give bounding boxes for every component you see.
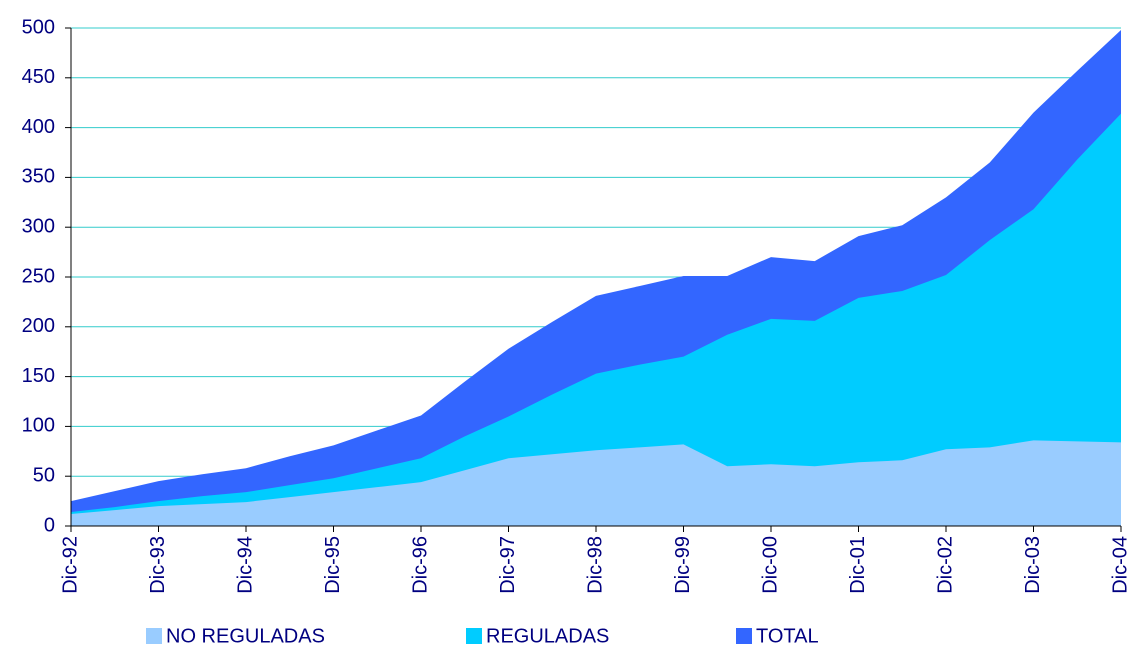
x-tick-label: Dic-92 — [59, 536, 81, 594]
x-tick-label: Dic-02 — [934, 536, 956, 594]
x-tick-label: Dic-94 — [234, 536, 256, 594]
y-tick-label: 400 — [22, 116, 55, 138]
legend-swatch — [466, 628, 482, 644]
legend-label: REGULADAS — [486, 625, 609, 647]
y-tick-label: 50 — [33, 464, 55, 486]
legend-label: TOTAL — [756, 625, 819, 647]
x-tick-label: Dic-00 — [759, 536, 781, 594]
legend-swatch — [146, 628, 162, 644]
y-tick-label: 450 — [22, 66, 55, 88]
legend-swatch — [736, 628, 752, 644]
y-tick-label: 200 — [22, 315, 55, 337]
x-tick-label: Dic-98 — [584, 536, 606, 594]
y-tick-label: 100 — [22, 415, 55, 437]
area — [71, 440, 1121, 526]
x-tick-label: Dic-96 — [409, 536, 431, 594]
x-tick-label: Dic-97 — [497, 536, 519, 594]
y-tick-label: 150 — [22, 365, 55, 387]
y-tick-label: 0 — [44, 514, 55, 536]
legend-label: NO REGULADAS — [166, 625, 325, 647]
x-tick-label: Dic-03 — [1022, 536, 1044, 594]
x-tick-label: Dic-93 — [147, 536, 169, 594]
y-tick-label: 500 — [22, 16, 55, 38]
y-tick-label: 250 — [22, 265, 55, 287]
x-tick-label: Dic-01 — [847, 536, 869, 594]
y-tick-label: 350 — [22, 166, 55, 188]
area — [71, 113, 1121, 526]
x-tick-label: Dic-04 — [1109, 536, 1128, 594]
x-tick-label: Dic-95 — [322, 536, 344, 594]
y-tick-label: 300 — [22, 215, 55, 237]
x-tick-label: Dic-99 — [672, 536, 694, 594]
